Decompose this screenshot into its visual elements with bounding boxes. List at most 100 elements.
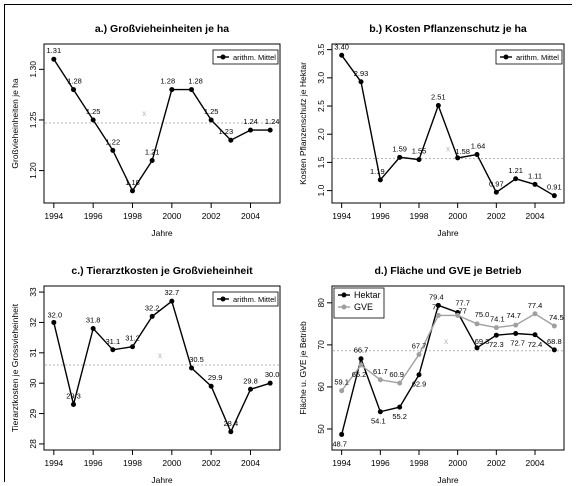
y-tick-label: 1.30: [28, 61, 38, 78]
data-label: 72.7: [510, 339, 525, 348]
x-tick-label: 1996: [371, 211, 390, 221]
data-label: 75.0: [475, 310, 490, 319]
data-point: [189, 365, 194, 371]
data-point: [513, 331, 519, 337]
data-label: 29.9: [208, 373, 223, 382]
data-point: [130, 344, 135, 350]
data-point: [110, 347, 116, 353]
series-line: [341, 54, 555, 197]
data-point: [339, 431, 345, 437]
data-point: [149, 313, 155, 319]
series-line: [53, 300, 271, 434]
data-point: [208, 117, 214, 123]
legend-marker: [341, 304, 347, 310]
data-label: 1.28: [67, 77, 82, 86]
data-point: [397, 404, 403, 410]
data-label: 32.0: [48, 310, 63, 319]
legend-box: [333, 287, 385, 319]
data-point: [248, 386, 253, 392]
x-tick-label: 1996: [371, 458, 390, 468]
plot-frame: [43, 285, 281, 451]
y-tick-label: 32: [28, 317, 38, 327]
x-tick-label: 1994: [332, 458, 351, 468]
data-label: 77.7: [455, 298, 470, 307]
data-label: 66.7: [354, 346, 369, 355]
y-tick-label: 29: [28, 409, 38, 419]
chart-title: d.) Fläche und GVE je Betrieb: [374, 265, 521, 277]
y-tick-label: 3.0: [316, 72, 326, 84]
data-point: [435, 302, 441, 308]
data-label: 2.93: [354, 69, 369, 78]
x-tick-label: 1998: [410, 211, 429, 221]
data-label: 55.2: [392, 412, 407, 421]
y-tick-label: 60: [316, 382, 326, 392]
mean-marker: x: [444, 337, 448, 346]
x-tick-label: 2002: [202, 211, 221, 221]
data-point: [339, 52, 345, 58]
chart-2: b.) Kosten Pflanzenschutz je ha 1994 1996 1…: [298, 23, 565, 238]
data-label: 74.5: [549, 313, 564, 322]
data-label: 69.3: [475, 337, 490, 346]
data-label: 1.22: [106, 137, 121, 146]
y-tick-label: 80: [316, 298, 326, 308]
data-point: [435, 102, 441, 108]
data-point: [416, 352, 422, 358]
data-point: [532, 311, 538, 317]
data-point: [493, 332, 499, 338]
data-label: 28.4: [224, 419, 239, 428]
chart-3: c.) Tierarztkosten je Großvieheinheit 199…: [10, 265, 281, 485]
data-point: [532, 181, 538, 187]
data-label: 59.1: [334, 378, 349, 387]
data-point: [474, 152, 480, 158]
x-tick-label: 1996: [84, 211, 103, 221]
y-tick-label: 2.0: [316, 128, 326, 140]
x-tick-label: 1994: [44, 458, 63, 468]
data-point: [339, 388, 345, 394]
y-tick-label: 50: [316, 424, 326, 434]
data-label: 74.7: [506, 311, 521, 320]
data-point: [551, 323, 557, 329]
data-point: [493, 189, 499, 195]
x-axis-label: Jahre: [151, 228, 173, 238]
y-tick-label: 30: [28, 378, 38, 388]
data-label: 74.1: [490, 315, 505, 324]
data-label: 77: [458, 306, 466, 315]
data-point: [397, 154, 403, 160]
data-label: 1.28: [161, 77, 176, 86]
legend-marker: [220, 296, 226, 302]
legend-marker: [341, 292, 347, 298]
data-point: [377, 409, 383, 415]
legend-marker: [220, 54, 226, 60]
data-label: 31.1: [106, 337, 121, 346]
data-label: 48.7: [332, 439, 347, 448]
y-tick-label: 31: [28, 348, 38, 358]
data-label: 1.24: [265, 117, 280, 126]
x-tick-label: 1994: [44, 211, 63, 221]
x-tick-label: 1996: [84, 458, 103, 468]
data-label: 1.23: [219, 127, 234, 136]
data-label: 62.9: [412, 380, 427, 389]
data-point: [397, 380, 403, 386]
data-label: 1.59: [392, 144, 407, 153]
data-label: 72.3: [489, 340, 504, 349]
data-point: [169, 298, 175, 304]
data-label: 65.2: [352, 370, 367, 379]
data-label: 54.1: [371, 417, 386, 426]
data-point: [551, 193, 557, 199]
legend-box: [212, 291, 279, 307]
mean-marker: x: [158, 351, 162, 360]
data-point: [416, 372, 422, 378]
y-tick-label: 2.5: [316, 100, 326, 112]
mean-marker: x: [446, 144, 450, 153]
x-tick-label: 2000: [448, 211, 467, 221]
chart-title: b.) Kosten Pflanzenschutz je ha: [369, 23, 527, 35]
data-point: [149, 157, 155, 163]
x-tick-label: 1998: [123, 211, 142, 221]
legend-entry: arithm. Mittel: [233, 295, 276, 304]
data-point: [228, 429, 234, 435]
data-label: 1.25: [204, 107, 219, 116]
plot-frame: [43, 43, 281, 204]
y-tick-label: 1.20: [28, 162, 38, 179]
x-tick-label: 2004: [241, 458, 260, 468]
